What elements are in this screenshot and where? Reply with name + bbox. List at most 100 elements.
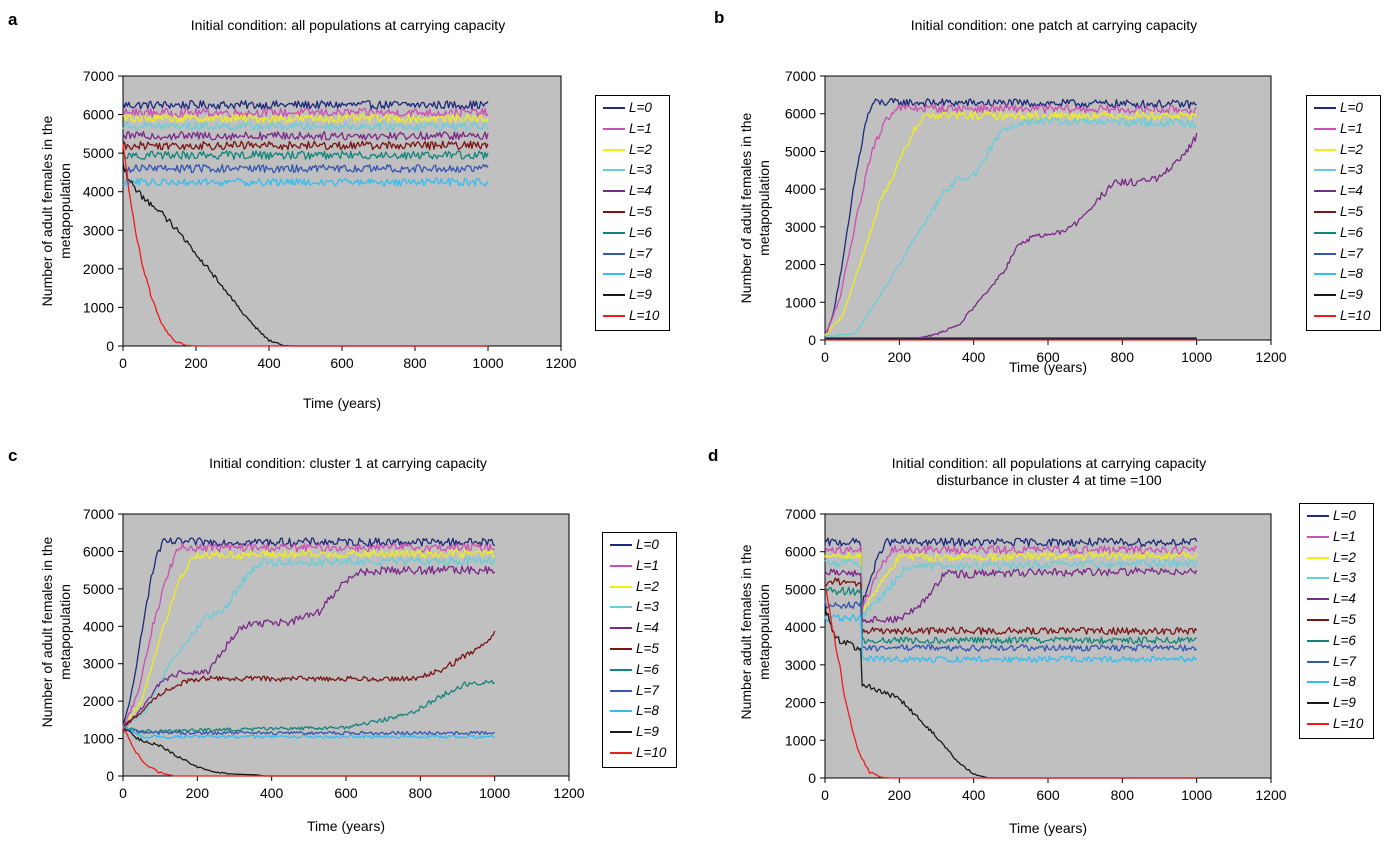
- legend-label: L=1: [1340, 120, 1363, 136]
- x-tick-label: 1200: [545, 355, 576, 371]
- x-tick-label: 600: [334, 785, 358, 801]
- legend-swatch: [1314, 315, 1336, 317]
- legend-item: L=6: [603, 660, 676, 680]
- y-tick-label: 4000: [785, 181, 816, 197]
- series-line-L-4: [122, 565, 496, 730]
- panel-d: d Initial condition: all populations at …: [694, 421, 1389, 843]
- series-line-L-0: [122, 537, 496, 727]
- legend-swatch: [603, 107, 625, 109]
- legend-swatch: [1314, 211, 1336, 213]
- legend-swatch: [1307, 660, 1329, 663]
- series-line-L-8: [824, 613, 1198, 663]
- x-tick-label: 800: [1111, 787, 1135, 803]
- y-tick-label: 6000: [83, 543, 114, 559]
- legend-label: L=10: [1333, 716, 1364, 731]
- legend-swatch: [1314, 169, 1336, 172]
- series-line-L-2: [122, 113, 489, 124]
- legend-swatch: [603, 169, 625, 172]
- legend-swatch: [603, 127, 625, 130]
- x-tick-label: 200: [184, 355, 208, 371]
- legend-item: L=1: [1300, 527, 1373, 547]
- panel-letter: d: [708, 446, 719, 465]
- legend-label: L=1: [629, 120, 652, 136]
- legend-item: L=2: [596, 140, 669, 160]
- legend-swatch: [603, 252, 625, 255]
- legend-swatch: [1314, 190, 1336, 193]
- panel-a: a Initial condition: all populations at …: [0, 0, 694, 421]
- legend-item: L=10: [603, 743, 676, 763]
- series-line-L-4: [122, 130, 489, 141]
- legend-item: L=9: [1300, 693, 1373, 713]
- series-line-L-7: [122, 163, 489, 174]
- y-tick-label: 7000: [785, 506, 816, 522]
- series-line-L-10: [122, 726, 495, 777]
- panel-c: c Initial condition: cluster 1 at carryi…: [0, 421, 694, 843]
- legend-item: L=7: [1300, 652, 1373, 672]
- legend-item: L=4: [1300, 589, 1373, 609]
- legend-swatch: [1307, 515, 1329, 517]
- legend-item: L=0: [603, 535, 676, 555]
- legend-item: L=7: [596, 244, 669, 264]
- legend-swatch: [610, 648, 632, 650]
- legend-label: L=5: [1340, 204, 1363, 219]
- x-tick-label: 200: [888, 787, 912, 803]
- series-line-L-10: [824, 588, 1197, 779]
- legend-item: L=5: [1300, 610, 1373, 630]
- x-tick-label: 1000: [1181, 349, 1212, 365]
- legend-swatch: [603, 294, 625, 297]
- legend-item: L=1: [603, 556, 676, 576]
- legend-item: L=4: [1307, 181, 1380, 201]
- series-line-L-7: [122, 727, 496, 736]
- legend-item: L=7: [603, 681, 676, 701]
- series-line-L-3: [122, 556, 496, 729]
- x-axis-label: Time (years): [1008, 820, 1088, 836]
- x-tick-label: 400: [260, 785, 284, 801]
- y-tick-label: 0: [808, 332, 816, 348]
- legend-label: L=4: [1333, 591, 1356, 607]
- series-line-L-4: [824, 566, 1198, 624]
- legend-item: L=4: [596, 181, 669, 201]
- legend-swatch: [603, 211, 625, 213]
- legend-item: L=3: [603, 597, 676, 617]
- legend: L=0 L=1 L=2 L=3 L=4 L=5 L=6 L=7 L=8 L=9 L=10: [1299, 503, 1374, 739]
- legend-swatch: [610, 564, 632, 567]
- legend-item: L=8: [1300, 672, 1373, 692]
- y-tick-label: 7000: [83, 68, 114, 84]
- legend-label: L=1: [636, 557, 659, 573]
- x-axis-label: Time (years): [302, 395, 382, 411]
- series-line-L-0: [824, 537, 1198, 610]
- legend-label: L=4: [629, 183, 652, 199]
- legend-item: L=6: [1300, 631, 1373, 651]
- series-line-L-1: [824, 545, 1198, 612]
- legend-swatch: [1314, 231, 1336, 234]
- legend-item: L=2: [1300, 548, 1373, 568]
- legend-label: L=7: [636, 682, 659, 698]
- legend-swatch: [610, 710, 632, 713]
- y-tick-label: 5000: [785, 581, 816, 597]
- panel-letter: c: [8, 446, 18, 465]
- legend-label: L=8: [1340, 266, 1363, 282]
- panel-title: Initial condition: all populations at ca…: [190, 17, 506, 33]
- legend-label: L=2: [1340, 141, 1363, 157]
- legend-label: L=10: [636, 745, 667, 760]
- x-tick-label: 1000: [472, 355, 503, 371]
- legend-item: L=9: [1307, 285, 1380, 305]
- legend-swatch: [610, 606, 632, 609]
- legend-label: L=0: [1340, 100, 1363, 115]
- series-line-L-5: [122, 140, 489, 151]
- legend-label: L=6: [629, 224, 652, 240]
- series-line-L-6: [122, 679, 496, 734]
- legend-item: L=10: [1307, 306, 1380, 326]
- legend-label: L=7: [629, 245, 652, 261]
- legend-item: L=5: [1307, 202, 1380, 222]
- legend-item: L=9: [596, 285, 669, 305]
- legend-item: L=1: [1307, 119, 1380, 139]
- y-tick-label: 4000: [83, 618, 114, 634]
- y-tick-label: 7000: [83, 506, 114, 522]
- x-tick-label: 1200: [1255, 349, 1286, 365]
- x-tick-label: 1000: [1181, 787, 1212, 803]
- legend-swatch: [1314, 148, 1336, 151]
- legend-item: L=8: [1307, 264, 1380, 284]
- legend-label: L=4: [1340, 183, 1363, 199]
- legend-label: L=0: [1333, 508, 1356, 523]
